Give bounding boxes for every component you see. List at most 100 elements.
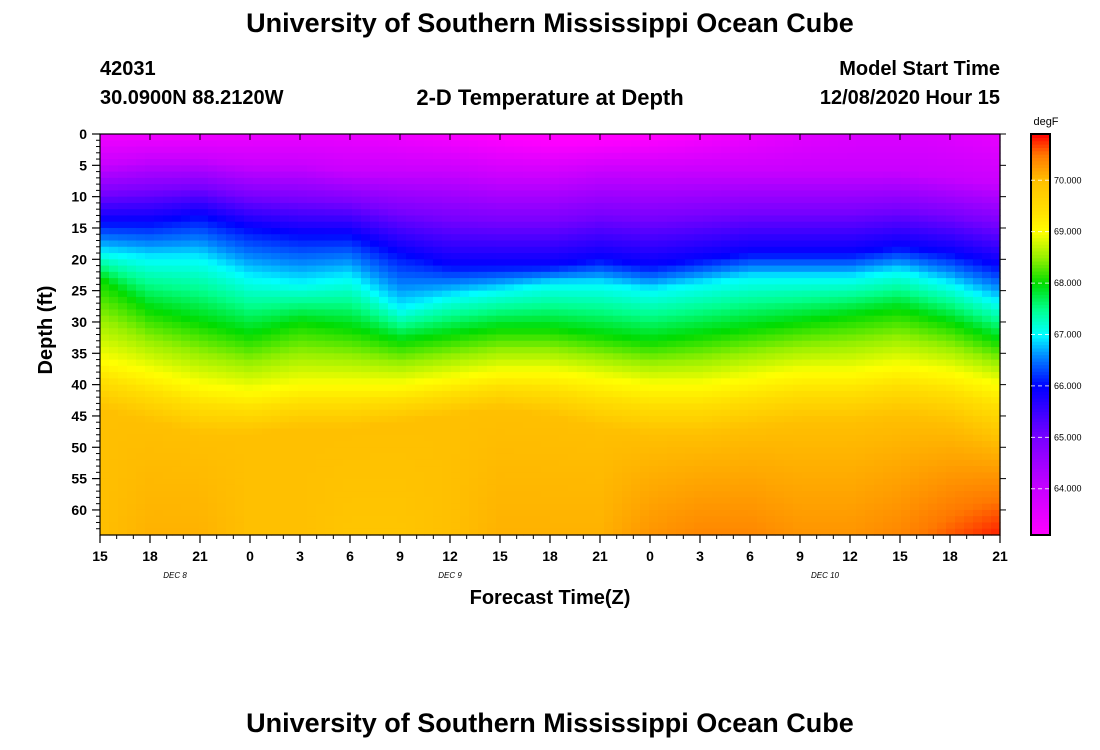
heatmap-cell [235,390,245,398]
heatmap-cell [613,522,623,530]
heatmap-cell [127,516,137,524]
heatmap-cell [325,378,335,386]
heatmap-cell [136,484,146,492]
heatmap-cell [631,466,641,473]
heatmap-cell [748,372,758,379]
heatmap-cell [496,372,506,379]
heatmap-cell [271,372,281,379]
heatmap-cell [469,165,479,173]
heatmap-cell [775,441,785,448]
heatmap-cell [712,340,722,348]
heatmap-cell [730,428,740,436]
heatmap-cell [388,409,398,417]
heatmap-cell [712,453,722,461]
heatmap-cell [748,365,758,373]
heatmap-cell [208,428,218,436]
heatmap-cell [415,397,425,405]
heatmap-cell [370,221,380,229]
heatmap-cell [289,522,299,530]
heatmap-cell [460,290,470,298]
heatmap-cell [199,152,209,160]
heatmap-cell [370,434,380,442]
heatmap-cell [325,384,335,392]
heatmap-cell [154,303,164,311]
heatmap-cell [370,246,380,254]
heatmap-cell [712,321,722,329]
heatmap-cell [649,296,659,304]
heatmap-cell [478,309,488,317]
heatmap-cell [766,246,776,254]
heatmap-cell [595,459,605,467]
heatmap-cell [127,321,137,329]
heatmap-cell [289,321,299,329]
heatmap-cell [217,134,227,141]
heatmap-cell [352,202,362,210]
heatmap-cell [586,390,596,398]
heatmap-cell [550,140,560,148]
heatmap-cell [253,246,263,254]
heatmap-cell [379,491,389,499]
heatmap-cell [136,522,146,530]
heatmap-cell [262,159,272,166]
heatmap-cell [334,328,344,336]
heatmap-cell [343,253,353,260]
heatmap-cell [532,347,542,354]
heatmap-cell [730,459,740,467]
heatmap-cell [478,353,488,361]
heatmap-cell [379,453,389,461]
heatmap-cell [235,372,245,379]
heatmap-cell [451,509,461,517]
heatmap-cell [208,284,218,292]
heatmap-cell [253,215,263,223]
heatmap-cell [559,528,569,536]
heatmap-cell [154,428,164,436]
heatmap-cell [334,202,344,210]
heatmap-cell [532,459,542,467]
heatmap-cell [523,234,533,242]
heatmap-cell [442,177,452,185]
heatmap-cell [190,403,200,411]
heatmap-cell [757,177,767,185]
heatmap-cell [343,422,353,430]
heatmap-cell [505,353,515,361]
heatmap-cell [622,384,632,392]
heatmap-cell [154,447,164,455]
heatmap-cell [613,171,623,179]
heatmap-cell [613,296,623,304]
heatmap-cell [334,196,344,204]
heatmap-cell [649,315,659,323]
heatmap-cell [478,171,488,179]
heatmap-cell [280,409,290,417]
heatmap-cell [289,491,299,499]
heatmap-cell [460,365,470,373]
heatmap-cell [676,372,686,379]
heatmap-cell [298,372,308,379]
heatmap-cell [595,278,605,285]
heatmap-cell [784,271,794,279]
heatmap-cell [253,202,263,210]
heatmap-cell [784,296,794,304]
heatmap-cell [568,334,578,342]
heatmap-cell [541,372,551,379]
heatmap-cell [361,190,371,198]
heatmap-cell [658,140,668,148]
heatmap-cell [496,253,506,260]
heatmap-cell [280,509,290,517]
heatmap-cell [631,397,641,405]
heatmap-cell [127,491,137,499]
heatmap-cell [451,221,461,229]
heatmap-cell [271,353,281,361]
heatmap-cell [712,171,722,179]
heatmap-cell [370,184,380,191]
heatmap-cell [613,409,623,417]
heatmap-cell [613,134,623,141]
heatmap-cell [622,240,632,248]
heatmap-cell [775,215,785,223]
heatmap-cell [289,202,299,210]
heatmap-cell [622,484,632,492]
heatmap-cell [127,202,137,210]
heatmap-cell [559,184,569,191]
heatmap-cell [694,196,704,204]
heatmap-cell [415,202,425,210]
heatmap-cell [316,415,326,423]
